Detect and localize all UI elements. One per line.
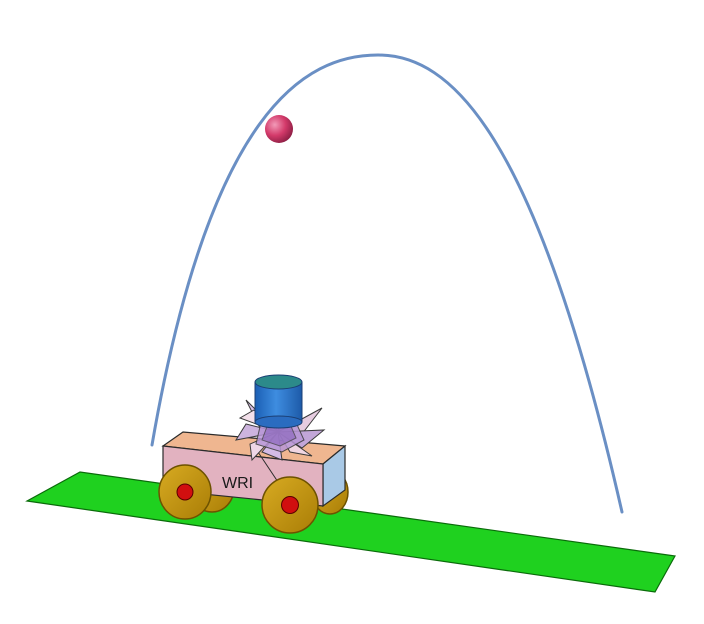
ball [265,115,293,143]
launcher-cylinder [254,374,303,429]
cart-label: WRI [222,475,253,492]
front-wheels [158,464,319,534]
launcher [234,374,326,462]
ground-track [25,471,676,593]
cart-pointer-line [257,451,281,486]
trajectory-arc [150,53,624,514]
